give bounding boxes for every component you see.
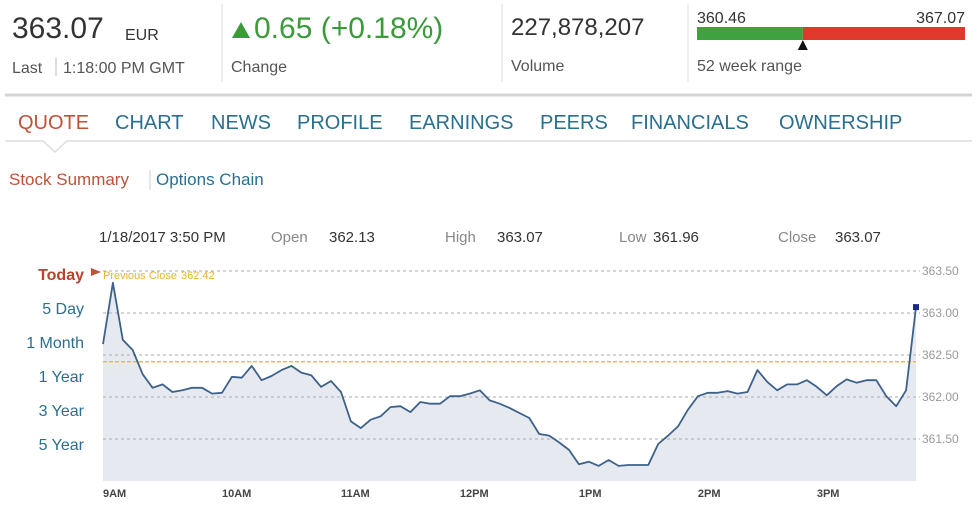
- x-tick-label: 10AM: [222, 488, 251, 500]
- y-tick-label: 362.00: [922, 390, 959, 404]
- previous-close-label: Previous Close 362.42: [103, 270, 215, 282]
- subtab[interactable]: Options Chain: [156, 170, 264, 189]
- open-label: Open: [271, 229, 308, 246]
- open-value: 362.13: [329, 229, 375, 246]
- currency: EUR: [125, 27, 159, 44]
- tab[interactable]: FINANCIALS: [631, 112, 749, 134]
- range-button[interactable]: 1 Month: [26, 335, 84, 352]
- tab[interactable]: PEERS: [540, 112, 608, 134]
- range-button[interactable]: 1 Year: [39, 369, 85, 386]
- range-low: 360.46: [697, 10, 746, 27]
- change: 0.65 (+0.18%): [254, 12, 443, 45]
- y-tick-label: 361.50: [922, 432, 959, 446]
- today-arrow: [91, 268, 101, 276]
- change-label: Change: [231, 59, 287, 76]
- volume: 227,878,207: [511, 14, 644, 41]
- range-button[interactable]: 5 Year: [39, 437, 85, 454]
- y-tick-label: 363.50: [922, 264, 959, 278]
- tab-bar: QUOTE CHART NEWS PROFILE EARNINGS PEERS FINANC…: [18, 112, 902, 134]
- tab[interactable]: CHART: [115, 112, 184, 134]
- previous-close-value: 362.42: [181, 270, 215, 282]
- x-tick-label: 9AM: [103, 488, 126, 500]
- range-high: 367.07: [916, 10, 965, 27]
- tab[interactable]: NEWS: [211, 112, 271, 134]
- price: 363.07: [12, 12, 104, 45]
- close-value: 363.07: [835, 229, 881, 246]
- low-value: 361.96: [653, 229, 699, 246]
- high-label: High: [445, 229, 476, 246]
- last-label: Last: [12, 60, 43, 77]
- range-buttons: Today 5 Day 1 Month 1 Year 3 Year 5 Year: [26, 267, 84, 454]
- range-button[interactable]: 3 Year: [39, 403, 85, 420]
- y-tick-label: 363.00: [922, 306, 959, 320]
- range-button[interactable]: 5 Day: [42, 301, 84, 318]
- range-button[interactable]: Today: [38, 267, 84, 284]
- high-value: 363.07: [497, 229, 543, 246]
- previous-close-text: Previous Close: [103, 270, 177, 282]
- close-label: Close: [778, 229, 816, 246]
- x-tick-label: 11AM: [341, 488, 370, 500]
- area: [103, 282, 916, 481]
- range-bar: [697, 27, 965, 50]
- range-marker: [797, 40, 808, 50]
- last-time: 1:18:00 PM GMT: [63, 60, 185, 77]
- up-arrow: [232, 22, 250, 38]
- last-point: [913, 304, 919, 311]
- range-label: 52 week range: [697, 58, 802, 75]
- tab[interactable]: PROFILE: [297, 112, 383, 134]
- tab[interactable]: EARNINGS: [409, 112, 513, 134]
- x-tick-label: 1PM: [579, 488, 602, 500]
- x-tick-label: 2PM: [698, 488, 721, 500]
- range-high-part: [802, 27, 965, 40]
- volume-label: Volume: [511, 58, 564, 75]
- low-label: Low: [619, 229, 647, 246]
- price-line: [102, 281, 917, 467]
- range-low-part: [697, 27, 803, 40]
- y-tick-label: 362.50: [922, 348, 959, 362]
- chart: 361.50 362.00 362.50 363.00 363.50 Previous C…: [102, 264, 959, 500]
- tab-underline: [5, 140, 972, 154]
- datetime: 1/18/2017 3:50 PM: [99, 229, 226, 246]
- tab[interactable]: QUOTE: [18, 112, 89, 134]
- tab[interactable]: OWNERSHIP: [779, 112, 902, 134]
- x-tick-label: 12PM: [460, 488, 489, 500]
- x-tick-label: 3PM: [817, 488, 840, 500]
- subtab[interactable]: Stock Summary: [9, 170, 129, 189]
